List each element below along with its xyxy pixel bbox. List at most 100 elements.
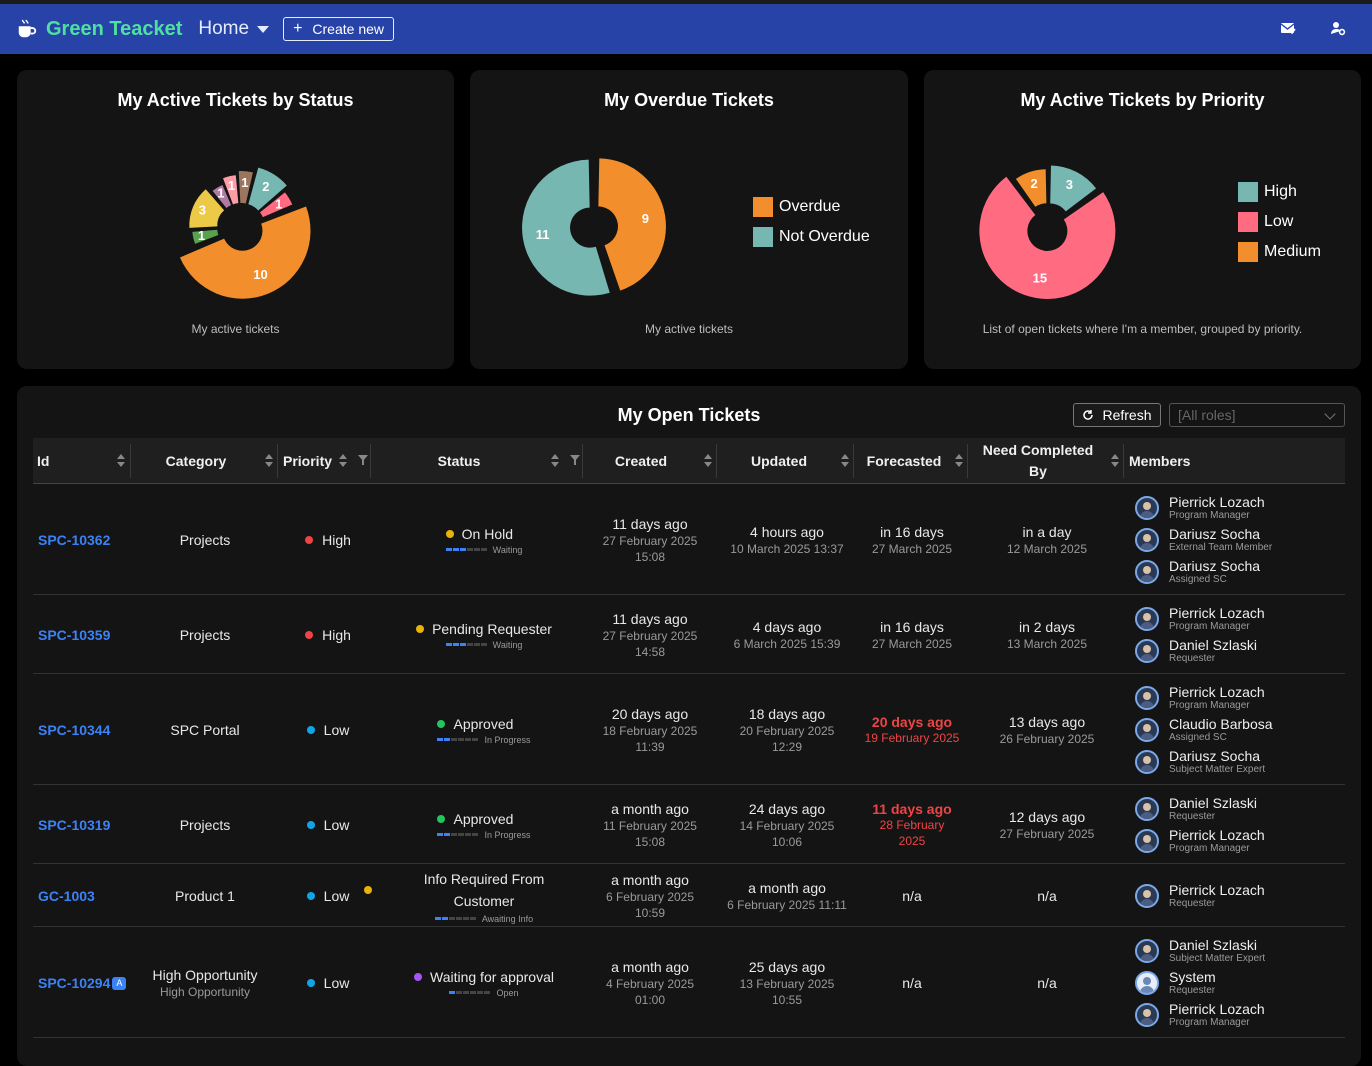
column-header-status[interactable]: Status bbox=[437, 452, 481, 469]
pie-slice[interactable] bbox=[260, 192, 293, 218]
filter-icon[interactable] bbox=[570, 455, 580, 465]
avatar bbox=[1135, 796, 1159, 821]
roles-select[interactable]: [All roles] bbox=[1169, 403, 1345, 427]
need-completed-relative: n/a bbox=[1037, 887, 1057, 904]
refresh-button[interactable]: Refresh bbox=[1073, 403, 1161, 427]
member-item[interactable]: Daniel Szlaski Subject Matter Expert bbox=[1135, 937, 1265, 965]
forecasted-date: 27 March 2025 bbox=[871, 541, 953, 556]
sort-icon[interactable] bbox=[265, 454, 273, 468]
priority-label: High bbox=[322, 531, 351, 548]
member-role: Program Manager bbox=[1169, 842, 1250, 854]
column-header-updated[interactable]: Updated bbox=[751, 452, 807, 469]
sort-icon[interactable] bbox=[955, 454, 963, 468]
created-relative: a month ago bbox=[611, 800, 689, 817]
column-header-id[interactable]: Id bbox=[37, 452, 50, 469]
pie-slice[interactable] bbox=[238, 171, 253, 204]
sort-icon[interactable] bbox=[704, 454, 712, 468]
ticket-id-link[interactable]: SPC-10294 bbox=[38, 974, 111, 991]
member-item[interactable]: Pierrick Lozach Program Manager bbox=[1135, 605, 1265, 633]
member-role: External Team Member bbox=[1169, 541, 1273, 553]
member-item[interactable]: Pierrick Lozach Program Manager bbox=[1135, 684, 1273, 712]
pie-slice[interactable] bbox=[1050, 165, 1097, 212]
progress-label: In Progress bbox=[484, 829, 531, 840]
member-item[interactable]: Claudio Barbosa Assigned SC bbox=[1135, 716, 1273, 744]
priority-chart-card: My Active Tickets by Priority 3 15 2 High … bbox=[924, 70, 1361, 369]
user-settings-icon[interactable] bbox=[1330, 20, 1346, 36]
table-row[interactable]: SPC-10344 SPC Portal Low Approved In Progres… bbox=[33, 675, 1345, 785]
updated-relative: 25 days ago bbox=[748, 958, 826, 975]
member-item[interactable]: Pierrick Lozach Program Manager bbox=[1135, 827, 1265, 855]
avatar bbox=[1135, 638, 1159, 663]
member-role: Program Manager bbox=[1169, 620, 1250, 632]
table-row[interactable]: SPC-10362 Projects High On Hold Waiting 11 da… bbox=[33, 485, 1345, 595]
mail-check-icon[interactable] bbox=[1280, 20, 1296, 36]
column-header-need-completed-by[interactable]: Need Completed By bbox=[982, 442, 1094, 479]
pie-slice[interactable] bbox=[189, 189, 225, 228]
logo[interactable]: Green Teacket bbox=[16, 18, 182, 41]
caret-down-icon bbox=[257, 25, 270, 33]
pie-slice[interactable] bbox=[598, 158, 666, 291]
legend-item-not-overdue[interactable]: Not Overdue bbox=[753, 222, 870, 252]
sort-icon[interactable] bbox=[117, 454, 125, 468]
updated-date: 6 March 2025 15:39 bbox=[733, 636, 841, 651]
member-item[interactable]: Dariusz Socha Subject Matter Expert bbox=[1135, 748, 1273, 776]
create-new-label: Create new bbox=[312, 21, 384, 37]
pie-slice[interactable] bbox=[248, 167, 287, 211]
pie-slice-label: 3 bbox=[199, 203, 206, 218]
avatar bbox=[1135, 749, 1159, 774]
ticket-id-link[interactable]: SPC-10359 bbox=[38, 626, 111, 643]
member-role: Program Manager bbox=[1169, 509, 1250, 521]
table-row[interactable]: GC-1003 Product 1 Low Info Required From Cu… bbox=[33, 865, 1345, 927]
sort-icon[interactable] bbox=[551, 454, 559, 468]
pie-slice[interactable] bbox=[212, 184, 232, 208]
column-header-members[interactable]: Members bbox=[1129, 452, 1191, 469]
pie-slice[interactable] bbox=[223, 175, 239, 205]
filter-icon[interactable] bbox=[358, 455, 368, 465]
need-completed-relative: 13 days ago bbox=[1008, 713, 1086, 730]
home-dropdown[interactable]: Home bbox=[198, 18, 270, 40]
table-row[interactable]: SPC-10294 A High Opportunity High Opportuni… bbox=[33, 928, 1345, 1038]
avatar bbox=[1135, 606, 1159, 631]
legend-item-low[interactable]: Low bbox=[1238, 207, 1321, 237]
ticket-id-link[interactable]: SPC-10344 bbox=[38, 721, 111, 738]
column-header-priority[interactable]: Priority bbox=[283, 452, 333, 469]
category-label: Product 1 bbox=[175, 887, 235, 904]
legend-item-medium[interactable]: Medium bbox=[1238, 237, 1321, 267]
ticket-id-link[interactable]: SPC-10362 bbox=[38, 531, 111, 548]
member-item[interactable]: Pierrick Lozach Requester bbox=[1135, 882, 1265, 910]
forecasted-date: 27 March 2025 bbox=[871, 636, 953, 651]
member-item[interactable]: Daniel Szlaski Requester bbox=[1135, 795, 1265, 823]
member-item[interactable]: Daniel Szlaski Requester bbox=[1135, 637, 1265, 665]
pie-slice[interactable] bbox=[522, 159, 610, 296]
column-header-created[interactable]: Created bbox=[614, 452, 668, 469]
status-label: Waiting for approval bbox=[430, 968, 554, 985]
pie-slice-label: 15 bbox=[1033, 270, 1047, 285]
pie-slice[interactable] bbox=[979, 176, 1116, 299]
table-row[interactable]: SPC-10319 Projects Low Approved In Progress a… bbox=[33, 786, 1345, 864]
forecasted-relative: n/a bbox=[902, 974, 922, 991]
column-header-forecasted[interactable]: Forecasted bbox=[866, 452, 942, 469]
member-item[interactable]: System Requester bbox=[1135, 969, 1265, 997]
updated-date: 6 February 2025 11:11 bbox=[727, 897, 847, 912]
status-dot-icon bbox=[414, 972, 422, 981]
created-date: 11 February 2025 15:08 bbox=[603, 818, 697, 849]
create-new-button[interactable]: + Create new bbox=[283, 17, 394, 41]
legend-item-high[interactable]: High bbox=[1238, 177, 1321, 207]
member-name: Daniel Szlaski bbox=[1169, 794, 1257, 811]
pie-slice[interactable] bbox=[192, 229, 219, 244]
sort-icon[interactable] bbox=[1111, 454, 1119, 468]
member-item[interactable]: Pierrick Lozach Program Manager bbox=[1135, 494, 1272, 522]
member-item[interactable]: Dariusz Socha Assigned SC bbox=[1135, 558, 1272, 586]
table-row[interactable]: SPC-10359 Projects High Pending Requester Wa… bbox=[33, 596, 1345, 674]
sort-icon[interactable] bbox=[841, 454, 849, 468]
ticket-id-link[interactable]: SPC-10319 bbox=[38, 816, 111, 833]
member-role: Requester bbox=[1169, 652, 1216, 664]
member-item[interactable]: Dariusz Socha External Team Member bbox=[1135, 526, 1272, 554]
sort-icon[interactable] bbox=[339, 454, 347, 468]
pie-slice[interactable] bbox=[179, 206, 311, 299]
member-item[interactable]: Pierrick Lozach Program Manager bbox=[1135, 1001, 1265, 1029]
legend-item-overdue[interactable]: Overdue bbox=[753, 192, 870, 222]
ticket-id-link[interactable]: GC-1003 bbox=[38, 887, 95, 904]
column-header-category[interactable]: Category bbox=[165, 452, 227, 469]
pie-slice[interactable] bbox=[1015, 169, 1047, 207]
